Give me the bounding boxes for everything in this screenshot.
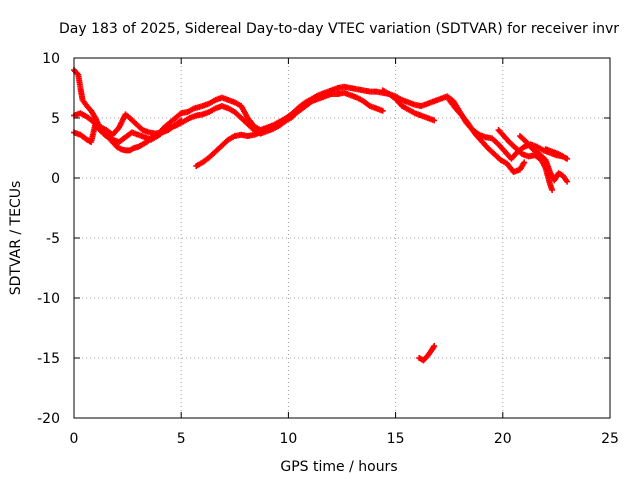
x-tick-label: 15 [387,431,405,447]
plot-frame [73,57,611,419]
data-point [521,159,528,166]
y-tick-label: -10 [37,291,60,307]
data-point [549,187,556,193]
x-tick-label: 25 [601,431,619,447]
x-tick-label: 20 [494,431,512,447]
grid [74,58,610,418]
x-tick-label: 5 [177,431,186,447]
data-point [289,113,296,120]
y-axis-label: SDTVAR / TECUs [8,181,24,296]
data-point [564,155,571,162]
axis-ticks: 0 5 10 15 20 25 -20 -15 -10 -5 0 5 10 [37,51,619,447]
data-point [564,178,571,185]
data-series [416,343,438,364]
data-series [71,111,185,145]
data-point [379,107,386,114]
data-point [431,343,438,349]
y-tick-label: -15 [37,351,60,367]
y-tick-label: 0 [51,171,60,187]
data-series [446,97,528,175]
data-series [193,113,296,169]
data-series [71,67,566,162]
y-tick-label: 5 [51,111,60,127]
x-axis-label: GPS time / hours [280,459,397,475]
data-points [71,67,571,364]
y-tick-label: 10 [42,51,60,67]
data-series [379,87,438,124]
data-series [542,146,571,162]
y-tick-label: -20 [37,411,60,427]
x-tick-label: 0 [70,431,79,447]
x-tick-label: 10 [279,431,297,447]
y-tick-label: -5 [46,231,60,247]
data-series [71,89,386,145]
data-point [431,117,438,124]
data-point [178,117,185,124]
chart-title: Day 183 of 2025, Sidereal Day-to-day VTE… [59,21,619,37]
data-series [495,127,556,193]
